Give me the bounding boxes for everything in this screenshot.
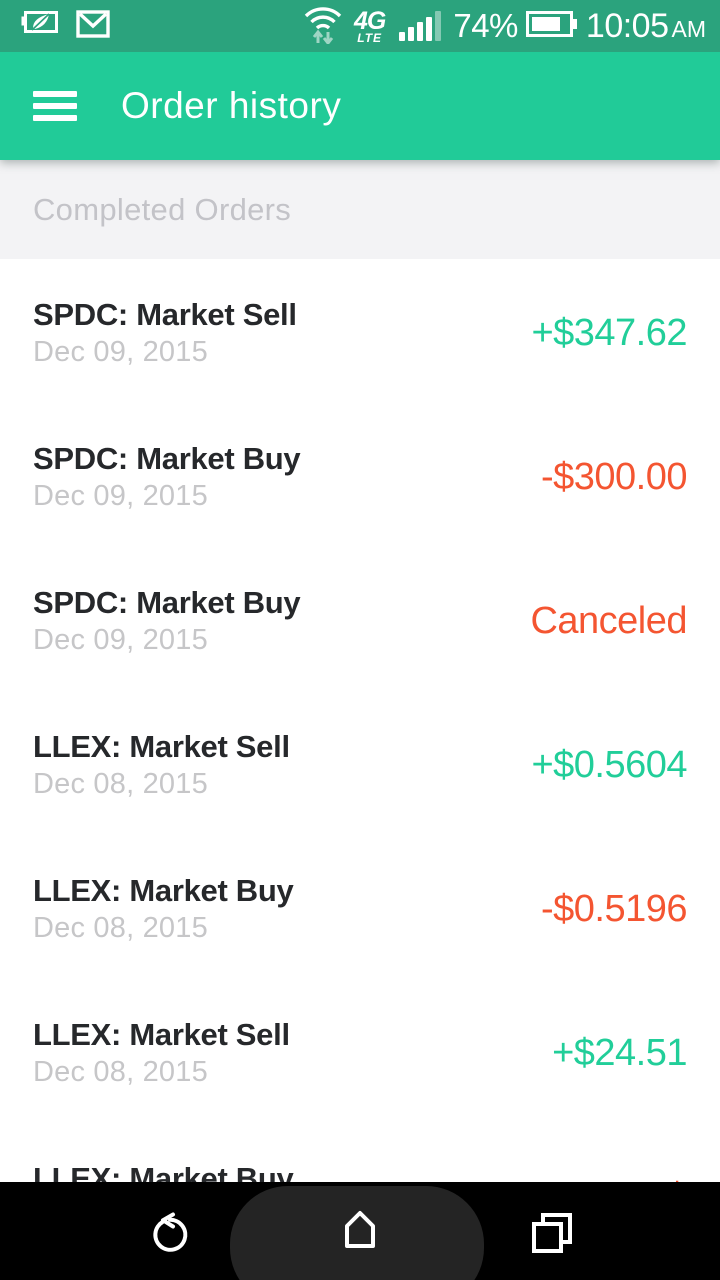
recent-apps-icon[interactable] — [528, 1209, 576, 1262]
signal-strength-icon — [399, 11, 442, 41]
order-row[interactable]: LLEX: Market Buy Dec 08, 2015 -$0.5196 — [0, 835, 720, 979]
app-header: Order history — [0, 52, 720, 160]
order-row[interactable]: LLEX: Market Sell Dec 08, 2015 +$0.5604 — [0, 691, 720, 835]
order-date: Dec 09, 2015 — [33, 336, 208, 368]
order-title: LLEX: Market Sell — [33, 1017, 290, 1052]
order-title: SPDC: Market Sell — [33, 297, 297, 332]
section-header: Completed Orders — [0, 160, 720, 259]
order-amount: +$24.51 — [552, 1032, 687, 1074]
battery-percent-label: 74% — [453, 7, 518, 44]
order-amount: +$347.62 — [531, 312, 687, 354]
order-date: Dec 08, 2015 — [33, 768, 208, 800]
order-row[interactable]: SPDC: Market Sell Dec 09, 2015 +$347.62 — [0, 259, 720, 403]
clock-ampm-label: AM — [671, 15, 707, 42]
page-title: Order history — [121, 85, 342, 126]
android-nav-bar — [0, 1182, 720, 1280]
network-type-label: 4G — [353, 6, 386, 35]
order-amount: -$300.00 — [540, 456, 688, 498]
network-type-badge: 4G LTE — [353, 6, 386, 45]
hamburger-menu-icon[interactable] — [33, 91, 77, 121]
order-row[interactable]: SPDC: Market Buy Dec 09, 2015 Canceled — [0, 547, 720, 691]
status-bar-left — [20, 9, 110, 44]
home-button-highlight — [230, 1186, 484, 1280]
order-amount: -$0.5196 — [540, 888, 688, 930]
battery-icon — [525, 10, 578, 43]
order-row[interactable]: SPDC: Market Buy Dec 09, 2015 -$300.00 — [0, 403, 720, 547]
wifi-icon — [302, 4, 344, 49]
section-label: Completed Orders — [33, 191, 292, 227]
order-title: LLEX: Market Sell — [33, 729, 290, 764]
order-date: Dec 09, 2015 — [33, 480, 208, 512]
order-title: LLEX: Market Buy — [33, 873, 294, 908]
clock-label: 10:05 AM — [585, 6, 707, 45]
order-row[interactable]: LLEX: Market Sell Dec 08, 2015 +$24.51 — [0, 979, 720, 1123]
power-saver-battery-icon — [20, 9, 60, 44]
order-title: SPDC: Market Buy — [33, 585, 301, 620]
status-bar: 4G LTE 74% 10:05 AM — [0, 0, 720, 52]
order-amount: Canceled — [530, 600, 687, 642]
status-bar-right: 4G LTE 74% 10:05 AM — [302, 4, 706, 49]
network-sub-label: LTE — [357, 30, 383, 45]
back-icon[interactable] — [146, 1208, 194, 1261]
home-icon[interactable] — [336, 1204, 384, 1257]
order-date: Dec 09, 2015 — [33, 624, 208, 656]
order-title: SPDC: Market Buy — [33, 441, 301, 476]
order-list: SPDC: Market Sell Dec 09, 2015 +$347.62 … — [0, 259, 720, 1267]
order-date: Dec 08, 2015 — [33, 1056, 208, 1088]
order-date: Dec 08, 2015 — [33, 912, 208, 944]
order-amount: +$0.5604 — [531, 744, 687, 786]
gmail-icon — [76, 9, 110, 43]
